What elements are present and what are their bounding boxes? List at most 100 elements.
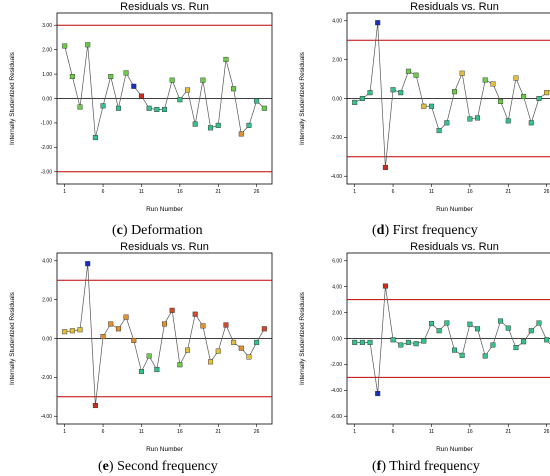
data-point [169,77,175,83]
data-point [521,339,527,345]
caption-close-paren: ) [381,459,389,474]
x-tick-label: 11 [139,189,144,195]
data-point [208,359,214,365]
data-point [69,328,75,334]
chart-title: Residuals vs. Run [120,241,209,253]
data-point [215,122,221,128]
chart-panel-d: Residuals vs. Run -4.00 -2.00 0.00 2.00 4.00 1… [299,1,550,238]
data-point [536,320,542,326]
chart-title: Residuals vs. Run [410,1,499,13]
data-point [192,311,198,317]
data-point [138,369,144,375]
y-tick-label: -1.00 [41,121,53,127]
y-tick-label: 0.00 [42,96,52,102]
y-tick-label: 3.00 [42,23,52,29]
data-point [131,337,137,343]
data-point [444,120,450,126]
data-point [505,118,511,124]
data-point [115,105,121,111]
y-tick-label: 2.00 [42,297,52,303]
data-point [200,77,206,83]
y-tick-label: 0.00 [332,336,342,342]
data-point [154,106,160,112]
data-point [169,307,175,313]
caption-text: First frequency [393,223,478,238]
y-tick-label: -2.00 [331,135,343,141]
y-tick-label: 6.00 [332,259,342,265]
y-tick-label: 4.00 [332,19,342,25]
data-point [475,326,481,332]
y-tick-label: -3.00 [41,170,53,176]
chart-title: Residuals vs. Run [120,1,209,13]
panel-caption: (c) Deformation [112,223,203,238]
caption-letter: f [377,459,382,474]
x-tick-label: 21 [215,189,221,195]
data-point [146,353,152,359]
data-point [246,354,252,360]
data-point [223,56,229,62]
data-point [77,327,83,333]
data-point [436,128,442,134]
y-tick-label: 4.00 [332,284,342,290]
data-point [459,352,465,358]
data-point [490,81,496,87]
data-point [467,321,473,327]
data-point [428,103,434,109]
data-point [513,75,519,81]
y-tick-label: -2.00 [41,375,53,381]
x-tick-label: 16 [467,189,473,195]
data-point [482,353,488,359]
y-tick-label: -6.00 [331,414,343,420]
y-tick-label: 0.00 [332,96,342,102]
data-point [238,345,244,351]
data-point [261,105,267,111]
data-point [382,283,388,289]
caption-open-paren: ( [98,459,103,474]
data-point [69,74,75,80]
data-point [398,342,404,348]
data-point [482,77,488,83]
data-point [77,104,83,110]
data-point [498,98,504,104]
data-point [100,103,106,109]
data-point [185,347,191,353]
data-point [223,322,229,328]
caption-text: Third frequency [389,459,480,474]
data-point [375,20,381,26]
data-point [231,86,237,92]
data-point [544,337,550,343]
data-point [108,321,114,327]
y-axis-label: Internally Studentized Residuals [9,51,16,145]
y-tick-label: -4.00 [331,388,343,394]
data-point [62,43,68,49]
data-point [215,348,221,354]
panels: Residuals vs. Run -3.00 -2.00 -1.00 0.00 1.00… [9,1,550,474]
data-point [185,87,191,93]
caption-letter: e [103,459,109,474]
data-point [490,342,496,348]
data-point [138,93,144,99]
data-point [367,90,373,96]
data-point [352,99,358,105]
data-point [367,339,373,345]
caption-open-paren: ( [372,459,377,474]
x-tick-label: 1 [63,189,66,195]
data-point [436,328,442,334]
x-tick-label: 21 [505,429,511,435]
data-point [208,125,214,131]
x-tick-label: 26 [544,429,550,435]
data-point [100,334,106,340]
caption-open-paren: ( [372,223,377,238]
data-point [528,120,534,126]
y-tick-label: 1.00 [42,72,52,78]
x-tick-label: 6 [102,189,105,195]
y-tick-label: -2.00 [331,362,343,368]
data-point [161,106,167,112]
x-axis-label: Run Number [146,446,184,453]
caption-open-paren: ( [112,223,117,238]
chart-title: Residuals vs. Run [410,241,499,253]
data-point [428,321,434,327]
caption-close-paren: ) [109,459,117,474]
data-point [421,103,427,109]
y-tick-label: 2.00 [42,47,52,53]
